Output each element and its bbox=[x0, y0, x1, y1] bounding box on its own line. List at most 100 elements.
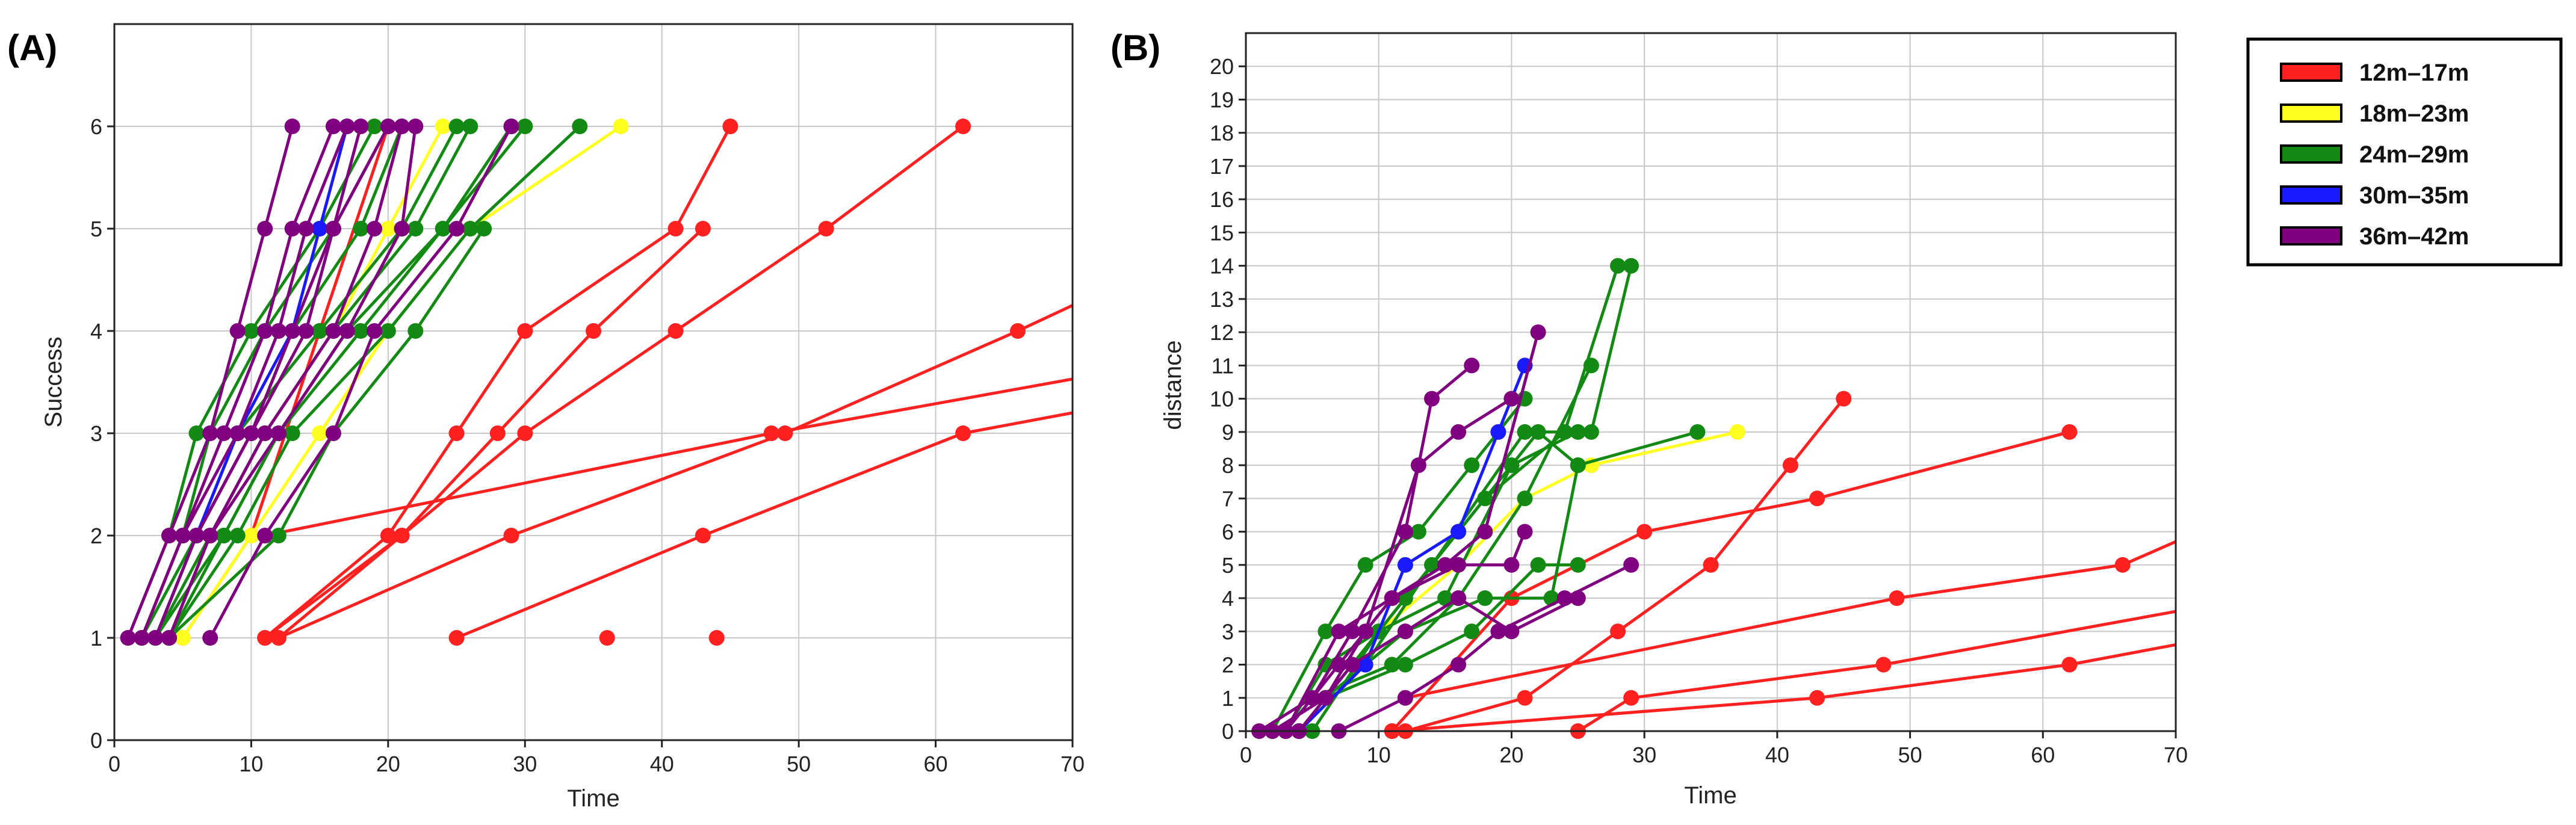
panel-b-data-point bbox=[1889, 590, 1905, 606]
panel-a-series-line bbox=[456, 411, 1073, 640]
panel-b-data-point bbox=[1451, 590, 1467, 606]
panel-b-series-line bbox=[1284, 332, 1540, 732]
panel-a-data-point bbox=[572, 119, 588, 134]
panel-a-data-point bbox=[120, 630, 136, 646]
panel-b-data-point bbox=[1477, 524, 1493, 540]
panel-b-y-axis-title: distance bbox=[1160, 341, 1186, 430]
panel-b-data-point bbox=[1530, 424, 1546, 440]
panel-a-data-point bbox=[284, 425, 300, 441]
panel-a-data-point bbox=[695, 528, 711, 543]
panel-a-data-point bbox=[202, 425, 218, 441]
panel-a-series-line bbox=[167, 126, 417, 638]
panel-a-series-line bbox=[154, 125, 513, 639]
panel-a-data-point bbox=[202, 528, 218, 543]
panel-a-data-point bbox=[586, 323, 601, 339]
panel-a-data-point bbox=[298, 221, 314, 236]
panel-a-data-point bbox=[367, 221, 383, 236]
panel-b-data-point bbox=[1636, 524, 1653, 540]
panel-b-ticks: 0 10 20 30 40 50 60 700123456789101112131415161… bbox=[1210, 54, 2188, 767]
panel-a-data-point bbox=[325, 425, 341, 441]
panel-a-data-point bbox=[599, 630, 615, 646]
panel-a-data-point bbox=[448, 221, 465, 236]
panel-a-data-point bbox=[270, 323, 286, 339]
panel-a-ticks: 0 10 20 30 40 50 60 70 0 1 2 3 4 5 6 bbox=[90, 114, 1085, 776]
panel-b-data-point bbox=[2061, 424, 2078, 440]
panel-b-y-tick-label: 1 bbox=[1222, 686, 1234, 711]
panel-b-data-point bbox=[1610, 258, 1626, 274]
panel-b-series-line bbox=[1284, 430, 1579, 732]
panel-b-x-tick-label: 0 bbox=[1240, 743, 1252, 767]
panel-a-y-tick-label: 5 bbox=[90, 217, 102, 241]
panel-a-series-6 bbox=[257, 119, 971, 646]
panel-a-data-point bbox=[243, 425, 259, 441]
panel-a-series-line bbox=[140, 126, 348, 638]
panel-a-data-point bbox=[367, 323, 383, 339]
panel-a-x-tick-label: 20 bbox=[376, 752, 400, 776]
panel-b-y-tick-label: 16 bbox=[1210, 187, 1234, 212]
panel-b-data-point bbox=[1517, 424, 1533, 440]
panel-a-data-point bbox=[503, 119, 519, 134]
panel-b-y-tick-label: 8 bbox=[1222, 453, 1234, 478]
panel-a-data-point bbox=[517, 323, 533, 339]
panel-b-data-point bbox=[1530, 324, 1546, 341]
panel-a-data-point bbox=[270, 528, 286, 543]
legend-swatch bbox=[2280, 185, 2342, 205]
panel-a-data-point bbox=[667, 221, 684, 236]
panel-a-data-point bbox=[312, 323, 328, 339]
panel-b-x-tick-label: 40 bbox=[1765, 743, 1789, 767]
panel-b-data-point bbox=[1517, 490, 1533, 507]
legend-swatch bbox=[2280, 104, 2342, 123]
panel-b-x-axis-title: Time bbox=[1684, 782, 1736, 809]
panel-b-data-point bbox=[1556, 590, 1573, 606]
panel-b-data-point bbox=[1623, 690, 1639, 706]
legend-label: 36m–42m bbox=[2359, 223, 2469, 250]
panel-b-data-point bbox=[1809, 690, 1825, 706]
panel-a-data-point bbox=[257, 630, 273, 646]
panel-b-data-point bbox=[1437, 590, 1454, 606]
panel-b-data-point bbox=[1875, 657, 1892, 673]
panel-b-series-line bbox=[1405, 540, 2177, 700]
panel-b-series-line bbox=[1298, 596, 1579, 732]
panel-a-series-23 bbox=[134, 119, 355, 646]
panel-a-data-point bbox=[708, 630, 725, 646]
panel-b-data-point bbox=[1384, 590, 1400, 606]
panel-a-data-point bbox=[448, 425, 465, 441]
panel-a-data-point bbox=[229, 528, 246, 543]
panel-b-data-point bbox=[1464, 457, 1480, 474]
panel-a-data-point bbox=[175, 630, 191, 646]
panel-a-x-tick-label: 70 bbox=[1060, 752, 1085, 776]
panel-b-data-point bbox=[1490, 623, 1506, 640]
panel-b-data-point bbox=[1503, 391, 1520, 407]
panel-a-x-tick-label: 10 bbox=[239, 752, 263, 776]
panel-b-series-19 bbox=[1291, 590, 1586, 739]
panel-b-data-point bbox=[1517, 690, 1533, 706]
panel-a-x-tick-label: 40 bbox=[650, 752, 674, 776]
panel-b-y-tick-label: 5 bbox=[1222, 553, 1234, 578]
panel-a-data-point bbox=[503, 528, 519, 543]
panel-a-series-7 bbox=[599, 630, 615, 646]
panel-b-x-tick-label: 70 bbox=[2164, 743, 2188, 767]
panel-b-data-point bbox=[2061, 657, 2078, 673]
panel-a-y-tick-label: 2 bbox=[90, 524, 102, 548]
panel-a-data-point bbox=[229, 425, 246, 441]
legend-swatch bbox=[2280, 226, 2342, 246]
panel-b-series-18 bbox=[1278, 524, 1533, 739]
panel-a-series-line bbox=[264, 125, 732, 639]
panel-b-data-point bbox=[1451, 424, 1467, 440]
panel-b-data-point bbox=[1317, 623, 1334, 640]
panel-b-y-tick-label: 12 bbox=[1210, 320, 1234, 345]
panel-a-data-point bbox=[955, 425, 971, 441]
panel-a-data-point bbox=[243, 323, 259, 339]
panel-b-x-tick-label: 20 bbox=[1499, 743, 1523, 767]
panel-b-data-point bbox=[1397, 690, 1413, 706]
panel-a-data-point bbox=[134, 630, 150, 646]
panel-b-data-point bbox=[1344, 623, 1360, 640]
legend-swatch bbox=[2280, 63, 2342, 82]
panel-a-series-28 bbox=[202, 119, 519, 646]
panel-a-data-point bbox=[489, 425, 506, 441]
panel-b-data-point bbox=[1570, 557, 1586, 573]
panel-b-series-line bbox=[1405, 398, 1845, 733]
panel-b-x-tick-label: 10 bbox=[1367, 743, 1391, 767]
panel-b-y-tick-label: 17 bbox=[1210, 154, 1234, 179]
panel-b-x-tick-label: 60 bbox=[2031, 743, 2055, 767]
